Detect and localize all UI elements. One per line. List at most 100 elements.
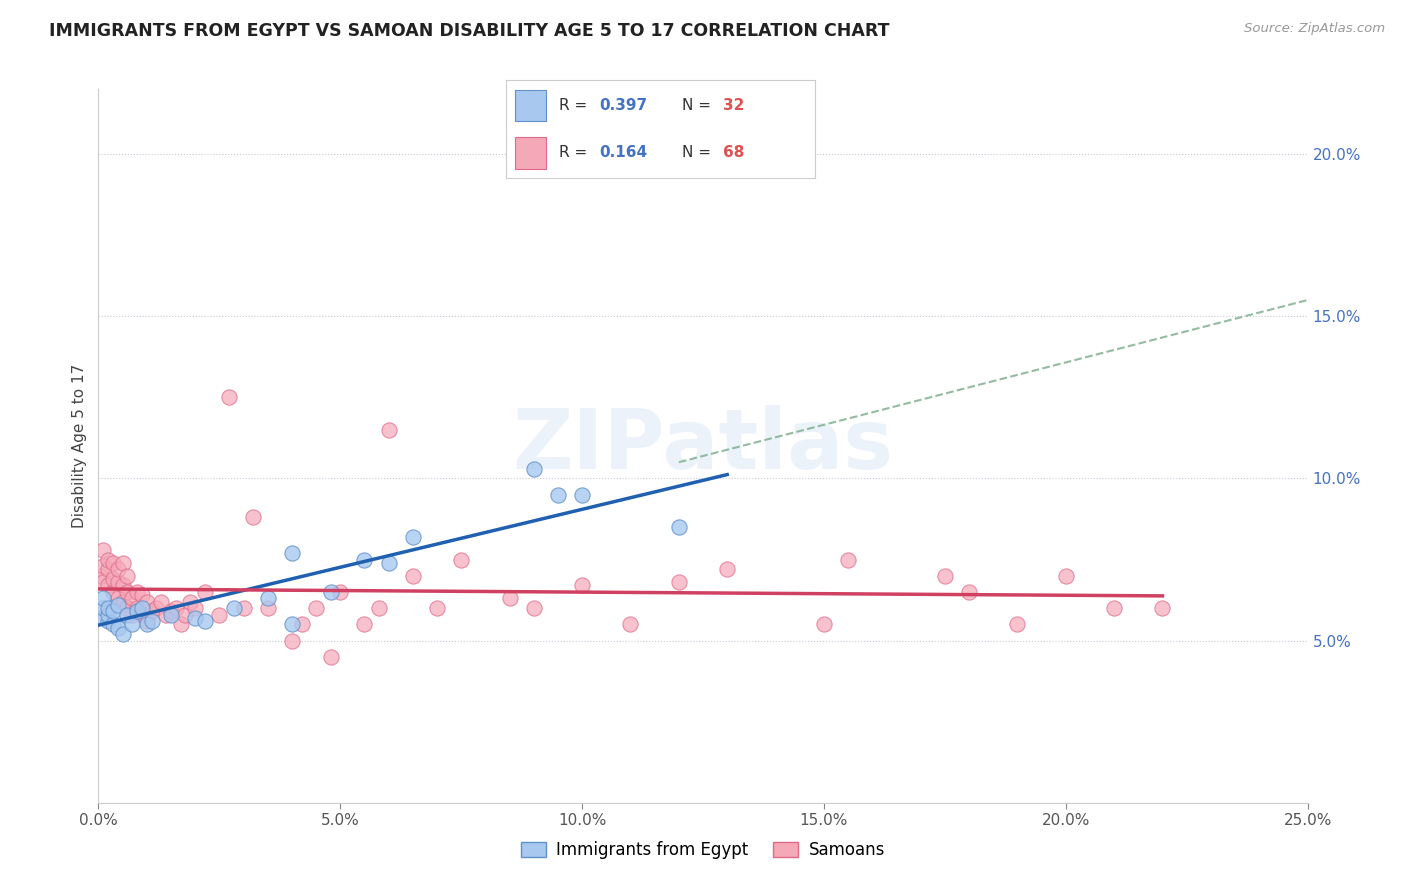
Point	[256, 601, 278, 615]
Point	[368, 601, 391, 615]
Point	[450, 552, 472, 566]
Point	[101, 572, 124, 586]
Point	[141, 614, 163, 628]
Point	[184, 611, 207, 625]
Point	[232, 601, 254, 615]
Point	[571, 578, 593, 592]
Point	[135, 617, 157, 632]
Point	[377, 423, 399, 437]
Point	[127, 601, 149, 615]
Text: 0.397: 0.397	[599, 98, 647, 113]
Point	[174, 607, 197, 622]
Point	[194, 585, 217, 599]
Point	[97, 552, 120, 566]
FancyBboxPatch shape	[516, 90, 547, 121]
Point	[111, 556, 134, 570]
Point	[97, 578, 120, 592]
Point	[97, 562, 120, 576]
Point	[957, 585, 980, 599]
Point	[160, 604, 183, 618]
Point	[837, 552, 859, 566]
Point	[107, 575, 129, 590]
Point	[222, 601, 245, 615]
Text: IMMIGRANTS FROM EGYPT VS SAMOAN DISABILITY AGE 5 TO 17 CORRELATION CHART: IMMIGRANTS FROM EGYPT VS SAMOAN DISABILI…	[49, 22, 890, 40]
Point	[402, 530, 425, 544]
Point	[523, 601, 546, 615]
Point	[150, 595, 173, 609]
Text: 0.164: 0.164	[599, 145, 647, 161]
Point	[184, 601, 207, 615]
Text: Source: ZipAtlas.com: Source: ZipAtlas.com	[1244, 22, 1385, 36]
Point	[281, 546, 304, 560]
Point	[101, 556, 124, 570]
Point	[91, 601, 114, 615]
Point	[290, 617, 312, 632]
Point	[107, 598, 129, 612]
Point	[117, 568, 139, 582]
Point	[319, 585, 342, 599]
Point	[165, 601, 187, 615]
Point	[135, 595, 157, 609]
Point	[256, 591, 278, 606]
Point	[353, 617, 375, 632]
Point	[281, 617, 304, 632]
Point	[402, 568, 425, 582]
Point	[91, 559, 114, 574]
Point	[353, 552, 375, 566]
Point	[107, 591, 129, 606]
Point	[305, 601, 328, 615]
Point	[91, 591, 114, 606]
Text: R =: R =	[558, 98, 592, 113]
Point	[319, 649, 342, 664]
Point	[131, 588, 153, 602]
Point	[101, 617, 124, 632]
Text: N =: N =	[682, 98, 716, 113]
Text: 68: 68	[723, 145, 744, 161]
Point	[1152, 601, 1174, 615]
Point	[208, 607, 231, 622]
Point	[131, 601, 153, 615]
Text: 32: 32	[723, 98, 744, 113]
Point	[155, 607, 177, 622]
Point	[127, 585, 149, 599]
Point	[426, 601, 449, 615]
Point	[121, 607, 143, 622]
Point	[242, 510, 264, 524]
Point	[97, 607, 120, 622]
Point	[111, 627, 134, 641]
Point	[169, 617, 191, 632]
Point	[121, 617, 143, 632]
Point	[1102, 601, 1125, 615]
Point	[498, 591, 520, 606]
Point	[135, 614, 157, 628]
Point	[668, 575, 690, 590]
Point	[160, 607, 183, 622]
Point	[1054, 568, 1077, 582]
Point	[111, 595, 134, 609]
Point	[107, 562, 129, 576]
Point	[813, 617, 835, 632]
Text: N =: N =	[682, 145, 716, 161]
Point	[101, 604, 124, 618]
Legend: Immigrants from Egypt, Samoans: Immigrants from Egypt, Samoans	[515, 835, 891, 866]
Point	[547, 488, 569, 502]
Point	[377, 556, 399, 570]
Point	[218, 390, 240, 404]
Point	[571, 488, 593, 502]
Point	[107, 621, 129, 635]
Point	[716, 562, 738, 576]
Point	[523, 461, 546, 475]
Point	[131, 607, 153, 622]
Point	[145, 601, 167, 615]
Point	[117, 601, 139, 615]
Point	[281, 633, 304, 648]
Point	[101, 585, 124, 599]
Point	[91, 575, 114, 590]
Point	[111, 578, 134, 592]
Text: ZIPatlas: ZIPatlas	[513, 406, 893, 486]
FancyBboxPatch shape	[516, 137, 547, 169]
Point	[194, 614, 217, 628]
Point	[668, 520, 690, 534]
Point	[90, 568, 112, 582]
Point	[127, 604, 149, 618]
